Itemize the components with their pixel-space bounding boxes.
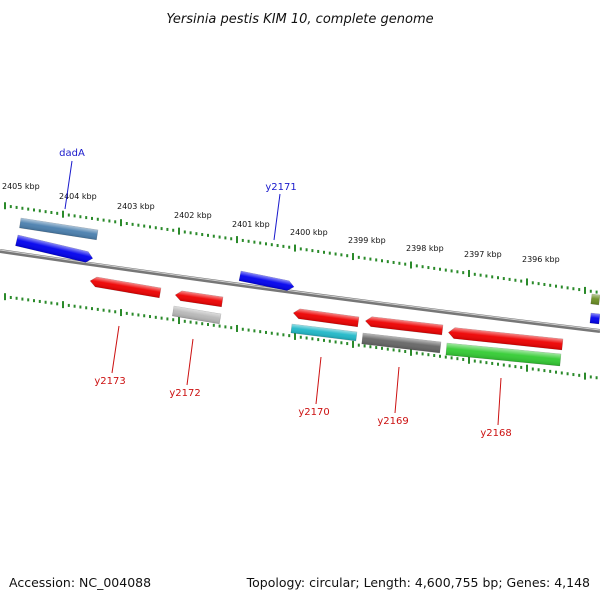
gene-feature-reverse[interactable]	[290, 323, 358, 342]
gene-feature-reverse[interactable]	[361, 332, 442, 354]
gene-y2170[interactable]	[292, 308, 360, 328]
gene-y2169[interactable]	[365, 316, 444, 336]
gene-labels: dadA y2171 y2173 y2172 y2170 y2169 y2168	[59, 148, 512, 439]
tick-marks-forward	[4, 202, 598, 294]
gene-label-y2169[interactable]: y2169	[377, 416, 408, 427]
accession-text: Accession: NC_004088	[9, 575, 151, 590]
gene-feature-forward-edge[interactable]	[590, 293, 600, 306]
tick-label: 2399 kbp	[348, 236, 386, 245]
tick-marks-reverse	[4, 293, 598, 380]
gene-y2168[interactable]	[448, 327, 564, 351]
tick-label: 2396 kbp	[522, 255, 560, 264]
gene-y2172[interactable]	[174, 290, 224, 308]
gene-label-y2171[interactable]: y2171	[265, 182, 296, 193]
tick-label: 2401 kbp	[232, 220, 270, 229]
label-leader-line	[394, 366, 400, 414]
gene-dadA[interactable]	[15, 234, 94, 264]
tick-labels: 2405 kbp 2404 kbp 2403 kbp 2402 kbp 2401 kbp…	[2, 182, 560, 264]
genome-summary-text: Topology: circular; Length: 4,600,755 bp…	[246, 575, 590, 590]
gene-label-y2172[interactable]: y2172	[169, 388, 200, 399]
gene-label-y2170[interactable]: y2170	[298, 407, 329, 418]
tick-label: 2402 kbp	[174, 211, 212, 220]
map-title: Yersinia pestis KIM 10, complete genome	[166, 12, 433, 27]
gene-label-y2168[interactable]: y2168	[480, 428, 511, 439]
label-leader-line	[315, 356, 322, 405]
gene-feature-reverse[interactable]	[172, 305, 222, 325]
tick-label: 2398 kbp	[406, 244, 444, 253]
gene-feature-forward[interactable]	[19, 217, 99, 241]
gene-y2173[interactable]	[89, 276, 162, 299]
genome-backbone-highlight	[0, 249, 600, 331]
genome-backbone	[0, 249, 600, 333]
gene-features	[15, 217, 600, 367]
label-leader-line	[497, 377, 502, 426]
tick-label: 2400 kbp	[290, 228, 328, 237]
label-leader-line	[186, 338, 194, 386]
label-leader-line	[64, 160, 73, 210]
tick-label: 2404 kbp	[59, 192, 97, 201]
gene-label-dadA[interactable]: dadA	[59, 148, 85, 159]
tick-label: 2405 kbp	[2, 182, 40, 191]
tick-label: 2397 kbp	[464, 250, 502, 259]
label-leader-line	[273, 193, 281, 241]
gene-feature-forward-edge[interactable]	[589, 312, 600, 325]
gene-feature-reverse[interactable]	[445, 342, 562, 367]
gene-y2171[interactable]	[238, 270, 295, 292]
tick-label: 2403 kbp	[117, 202, 155, 211]
gene-label-y2173[interactable]: y2173	[94, 376, 125, 387]
label-leader-line	[111, 325, 120, 374]
